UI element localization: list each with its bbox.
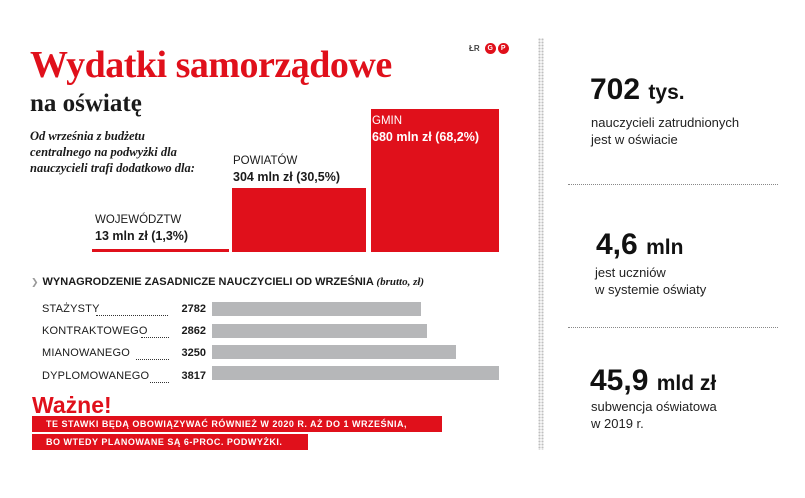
stat-number: 702 (590, 73, 641, 106)
salary-bar-kontraktowego (212, 324, 427, 338)
stat-teachers-value: 702 tys. (590, 73, 685, 107)
spending-bar-wojewodztw (92, 249, 229, 252)
publisher-logo: ŁR G P (469, 43, 509, 54)
leader-dots (150, 382, 169, 383)
spending-label-wojewodztw: WOJEWÓDZTW 13 mln zł (1,3%) (95, 212, 188, 244)
stat-desc-line: subwencja oświatowa (591, 399, 717, 414)
stat-number: 4,6 (596, 228, 638, 261)
salary-bar-dyplomowanego (212, 366, 499, 380)
chevron-right-icon: ❯ (31, 277, 39, 287)
salary-category: DYPLOMOWANEGO (42, 370, 150, 382)
salary-bar-mianowanego (212, 345, 456, 359)
stat-separator (568, 327, 778, 328)
stat-subsidy-value: 45,9 mld zł (590, 364, 716, 398)
stat-desc-line: jest uczniów (595, 265, 666, 280)
stat-desc-line: w 2019 r. (591, 416, 644, 431)
spending-label-powiatow: POWIATÓW 304 mln zł (30,5%) (233, 153, 340, 185)
important-note-line-1: Te stawki będą obowiązywać również w 202… (32, 416, 442, 432)
spending-label-gmin: GMIN 680 mln zł (68,2%) (372, 113, 479, 145)
stat-subsidy-desc: subwencja oświatowa w 2019 r. (591, 398, 717, 432)
dotted-divider (538, 38, 544, 450)
spending-category: POWIATÓW (233, 155, 298, 167)
salary-value: 2782 (181, 303, 206, 315)
spending-value-label: 680 mln zł (68,2%) (372, 130, 479, 144)
salary-title-suffix: (brutto, zł) (376, 276, 425, 288)
stat-unit: tys. (648, 81, 685, 104)
spending-category: WOJEWÓDZTW (95, 214, 182, 226)
stat-students-value: 4,6 mln (596, 228, 683, 262)
intro-text: Od września z budżetu centralnego na pod… (30, 129, 195, 175)
stat-desc-line: jest w oświacie (591, 132, 678, 147)
logo-circle-icon: G (484, 43, 496, 54)
logo-text: ŁR (469, 44, 480, 53)
salary-bar-stazysty (212, 302, 421, 316)
salary-category: KONTRAKTOWEGO (42, 325, 148, 337)
spending-value-label: 13 mln zł (1,3%) (95, 229, 189, 243)
stat-number: 45,9 (590, 364, 649, 397)
page-subtitle: na oświatę (30, 90, 142, 117)
stat-unit: mln (646, 236, 684, 259)
spending-bar-powiatow (232, 188, 366, 252)
salary-value: 3817 (181, 370, 206, 382)
stat-teachers-desc: nauczycieli zatrudnionych jest w oświaci… (591, 114, 739, 148)
leader-dots (136, 359, 169, 360)
salary-section-title: ❯ Wynagrodzenie zasadnicze nauczycieli od… (31, 276, 424, 288)
stat-desc-line: nauczycieli zatrudnionych (591, 115, 740, 130)
important-note-line-2: bo wtedy planowane są 6-proc. podwyżki. (32, 434, 308, 450)
stat-desc-line: w systemie oświaty (595, 282, 707, 297)
spending-bar-gmin (371, 109, 499, 252)
salary-category: STAŻYSTY (42, 303, 100, 315)
salary-value: 2862 (181, 325, 206, 337)
salary-value: 3250 (181, 347, 206, 359)
salary-category: MIANOWANEGO (42, 347, 130, 359)
leader-dots (141, 337, 169, 338)
important-note-title: Ważne! (32, 392, 112, 418)
stat-separator (568, 184, 778, 185)
leader-dots (96, 315, 168, 316)
spending-value-label: 304 mln zł (30,5%) (233, 170, 340, 184)
salary-title-text: Wynagrodzenie zasadnicze nauczycieli od … (42, 276, 374, 288)
stat-unit: mld zł (656, 372, 717, 395)
spending-category: GMIN (372, 115, 403, 127)
logo-circle-icon: P (497, 43, 509, 54)
page-title: Wydatki samorządowe (30, 44, 392, 86)
stat-students-desc: jest uczniów w systemie oświaty (595, 264, 706, 298)
